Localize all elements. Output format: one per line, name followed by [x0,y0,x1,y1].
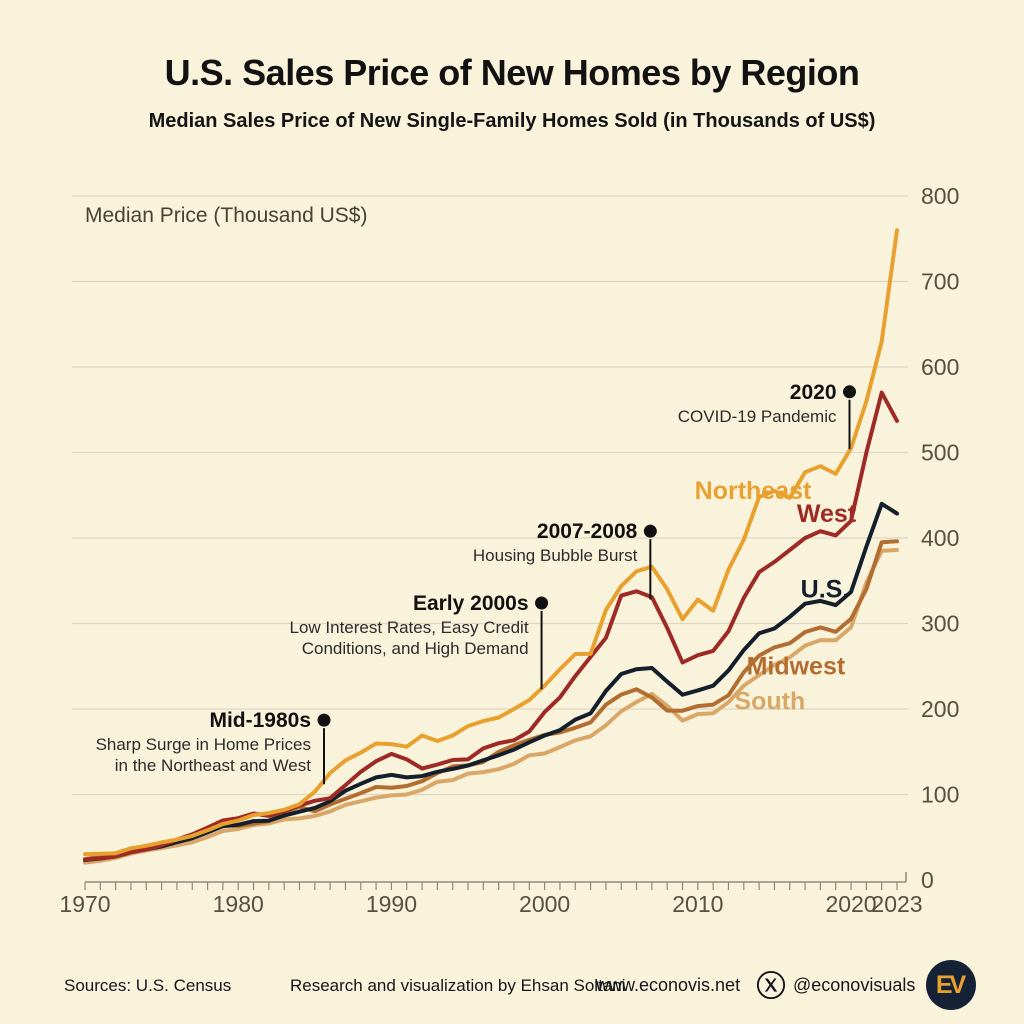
y-tick-label: 500 [921,440,959,466]
page-subtitle: Median Sales Price of New Single-Family … [148,110,876,132]
series-line-northeast [83,228,899,857]
y-tick-label: 0 [921,867,934,893]
x-tick-label: 2023 [871,891,922,917]
x-tick-label: 2020 [825,891,876,917]
website-link[interactable]: www.econovis.net [596,975,741,995]
x-tick-label: 2000 [519,891,570,917]
series-line-us [83,501,899,862]
econovis-logo: EV [926,960,976,1010]
series-line-west [83,390,899,862]
series-label-south: South [734,687,805,715]
x-logo-icon [756,970,786,1000]
annotation-dot [317,713,331,727]
x-tick-label: 1990 [366,891,417,917]
page-title: U.S. Sales Price of New Homes by Region [164,52,860,93]
series-label-us: U.S. [801,575,850,603]
series-label-midwest: Midwest [747,652,846,680]
annotation-title: Mid-1980s [209,709,311,732]
annotation-dot [643,524,657,538]
econovis-logo-text: EV [935,970,966,999]
series-line-south [83,548,899,865]
x-tick-label: 1980 [213,891,264,917]
annotation-text: Low Interest Rates, Easy Credit [290,618,529,637]
annotation-text: COVID-19 Pandemic [678,407,837,426]
x-tick-label: 2010 [672,891,723,917]
credit-text: Research and visualization by Ehsan Solt… [290,976,626,995]
y-tick-label: 400 [921,525,959,551]
annotation-title: 2020 [790,381,837,404]
annotation-title: Early 2000s [413,592,529,615]
y-tick-label: 800 [921,183,959,209]
annotation-text: Housing Bubble Burst [473,546,638,565]
y-axis-title: Median Price (Thousand US$) [85,204,368,227]
y-tick-label: 700 [921,269,959,295]
social-handle: @econovisuals [793,974,916,995]
y-tick-label: 200 [921,696,959,722]
series-label-northeast: Northeast [695,477,812,505]
annotation-title: 2007-2008 [537,520,638,543]
y-tick-label: 100 [921,782,959,808]
annotation-dot [843,385,857,399]
x-tick-label: 1970 [59,891,110,917]
y-tick-label: 300 [921,611,959,637]
annotation-dot [535,596,549,610]
annotation-text: Sharp Surge in Home Prices [96,735,311,754]
sources-text: Sources: U.S. Census [64,976,232,995]
series-label-west: West [797,500,857,528]
annotation-text: in the Northeast and West [115,756,312,775]
annotation-text: Conditions, and High Demand [302,639,529,658]
y-tick-label: 600 [921,354,959,380]
x-social-badge[interactable]: @econovisuals [756,970,915,1000]
